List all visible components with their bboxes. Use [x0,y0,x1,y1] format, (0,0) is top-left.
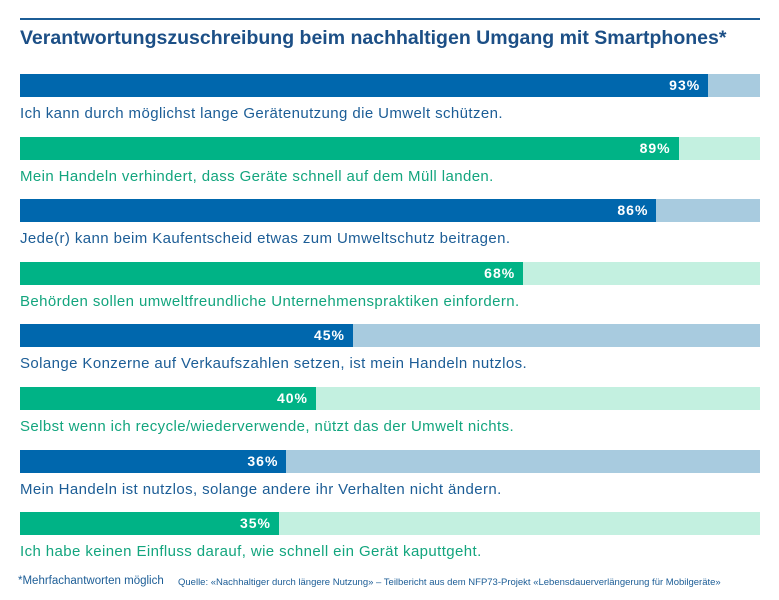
bar [20,74,709,97]
bar-track: 45% [20,324,760,348]
category-label: Ich kann durch möglichst lange Gerätenut… [20,105,503,122]
bar-track: 35% [20,512,760,536]
bar [20,136,679,160]
footnote: *Mehrfachantworten möglich [18,575,164,587]
bar-row: 89% Mein Handeln verhindert, dass Geräte… [20,136,760,185]
bar-value-label: 89% [639,139,671,156]
bar-row: 86% Jede(r) kann beim Kaufentscheid etwa… [20,199,760,247]
category-label: Selbst wenn ich recycle/wiederverwende, … [20,418,515,435]
bar-value-label: 36% [247,452,279,469]
bar-value-label: 40% [276,390,308,406]
category-label: Solange Konzerne auf Verkaufszahlen setz… [20,355,528,373]
bar [20,199,657,223]
bar-row: 68% Behörden sollen umweltfreundliche Un… [20,261,760,310]
category-label: Mein Handeln ist nutzlos, solange andere… [20,480,502,498]
bar-row: 93% Ich kann durch möglichst lange Gerät… [20,74,760,122]
bar-value-label: 86% [617,202,649,219]
bar-track: 40% [20,387,760,410]
bar-row: 45% Solange Konzerne auf Verkaufszahlen … [20,324,760,372]
chart-title: Verantwortungszuschreibung beim nachhalt… [20,27,727,49]
bar-track: 68% [20,261,760,285]
bar-track: 93% [20,74,760,97]
bar [20,387,316,410]
category-label: Jede(r) kann beim Kaufentscheid etwas zu… [20,230,511,248]
bar [20,324,353,348]
bar-row: 40% Selbst wenn ich recycle/wiederverwen… [20,387,760,435]
bar-track: 86% [20,199,760,223]
bar-row: 35% Ich habe keinen Einfluss darauf, wie… [20,512,760,560]
category-label: Ich habe keinen Einfluss darauf, wie sch… [20,543,482,561]
bar-value-label: 68% [484,264,516,281]
bar-value-label: 35% [239,515,271,532]
bar-value-label: 93% [669,77,701,93]
bar-row: 36% Mein Handeln ist nutzlos, solange an… [20,449,760,498]
category-label: Behörden sollen umweltfreundliche Untern… [20,292,520,310]
source-note: Quelle: «Nachhaltiger durch längere Nutz… [178,577,721,588]
bar-track: 36% [20,449,760,473]
bar-value-label: 45% [313,327,345,344]
category-label: Mein Handeln verhindert, dass Geräte sch… [20,167,494,185]
bar-track: 89% [20,136,760,160]
bar [20,449,287,473]
title-rule [20,18,760,20]
bar [20,261,524,285]
bar [20,512,279,536]
